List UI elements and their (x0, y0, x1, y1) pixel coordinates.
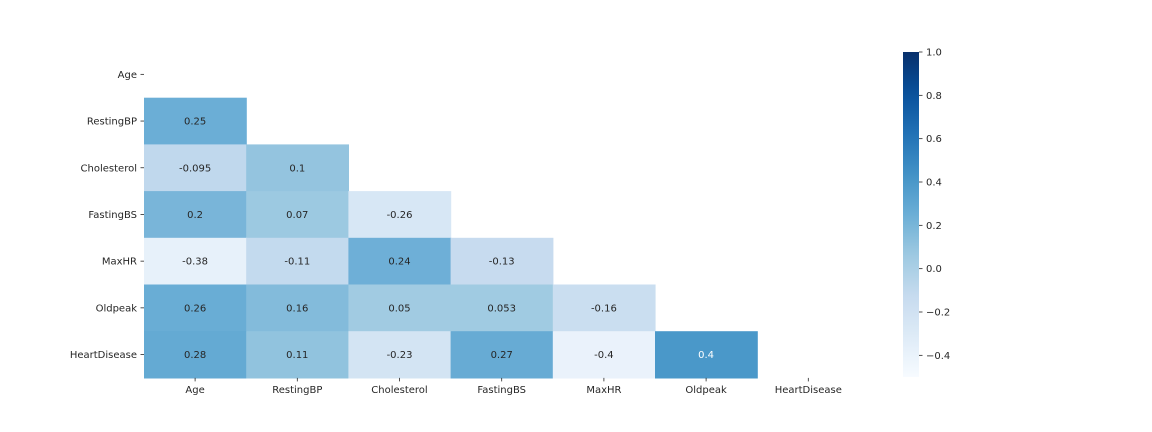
heatmap-cell-label: -0.13 (489, 257, 515, 268)
heatmap-cell-label: -0.11 (284, 257, 310, 268)
y-tick-label: MaxHR (102, 257, 137, 268)
heatmap-cell-label: 0.4 (698, 350, 714, 361)
colorbar-tick-label: 0.8 (926, 91, 942, 102)
x-tick-label: RestingBP (272, 385, 322, 396)
x-tick-label: MaxHR (586, 385, 621, 396)
colorbar-tick-label: 0.6 (926, 134, 942, 145)
heatmap-cell-label: -0.23 (387, 350, 413, 361)
heatmap-cell-label: 0.25 (184, 117, 206, 128)
heatmap-cell-label: 0.05 (388, 303, 410, 314)
heatmap-cell-label: -0.095 (179, 163, 211, 174)
heatmap-cell-label: 0.26 (184, 303, 206, 314)
colorbar (903, 52, 919, 377)
y-tick-label: Oldpeak (96, 303, 138, 314)
heatmap-cell-label: -0.26 (387, 210, 413, 221)
heatmap-cell-label: -0.4 (594, 350, 614, 361)
heatmap-cell-label: 0.24 (388, 257, 410, 268)
colorbar-tick-label: 0.0 (926, 264, 942, 275)
colorbar-tick-label: −0.2 (926, 308, 950, 319)
x-tick-label: Oldpeak (685, 385, 727, 396)
x-tick-label: Age (185, 385, 204, 396)
heatmap-cell-label: 0.28 (184, 350, 206, 361)
y-tick-label: HeartDisease (70, 350, 137, 361)
y-tick-label: Cholesterol (81, 163, 137, 174)
colorbar-tick-label: −0.4 (926, 351, 950, 362)
x-tick-label: FastingBS (477, 385, 526, 396)
heatmap-cell-label: 0.053 (487, 303, 516, 314)
heatmap-cell-label: 0.2 (187, 210, 203, 221)
heatmap-cell-label: 0.1 (289, 163, 305, 174)
y-tick-label: Age (118, 70, 137, 81)
heatmap-cell-label: 0.27 (491, 350, 513, 361)
x-tick-label: HeartDisease (775, 385, 842, 396)
x-tick-label: Cholesterol (371, 385, 427, 396)
heatmap-cell-label: 0.11 (286, 350, 308, 361)
heatmap-cell-label: -0.38 (182, 257, 208, 268)
colorbar-tick-label: 1.0 (926, 48, 942, 59)
y-tick-label: RestingBP (87, 117, 137, 128)
heatmap-cell-label: 0.07 (286, 210, 308, 221)
y-tick-label: FastingBS (88, 210, 137, 221)
heatmap-cell-label: 0.16 (286, 303, 308, 314)
colorbar-tick-label: 0.4 (926, 178, 942, 189)
colorbar-tick-label: 0.2 (926, 221, 942, 232)
heatmap-cell-label: -0.16 (591, 303, 617, 314)
